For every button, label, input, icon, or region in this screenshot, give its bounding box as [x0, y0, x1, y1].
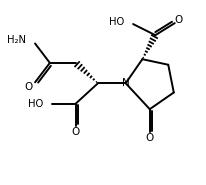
Text: O: O	[173, 15, 182, 25]
Text: H₂N: H₂N	[7, 35, 26, 45]
Text: HO: HO	[28, 99, 43, 109]
Text: N: N	[121, 78, 129, 88]
Text: O: O	[24, 82, 33, 92]
Text: O: O	[71, 127, 80, 137]
Text: HO: HO	[108, 17, 123, 27]
Text: O: O	[145, 133, 153, 143]
